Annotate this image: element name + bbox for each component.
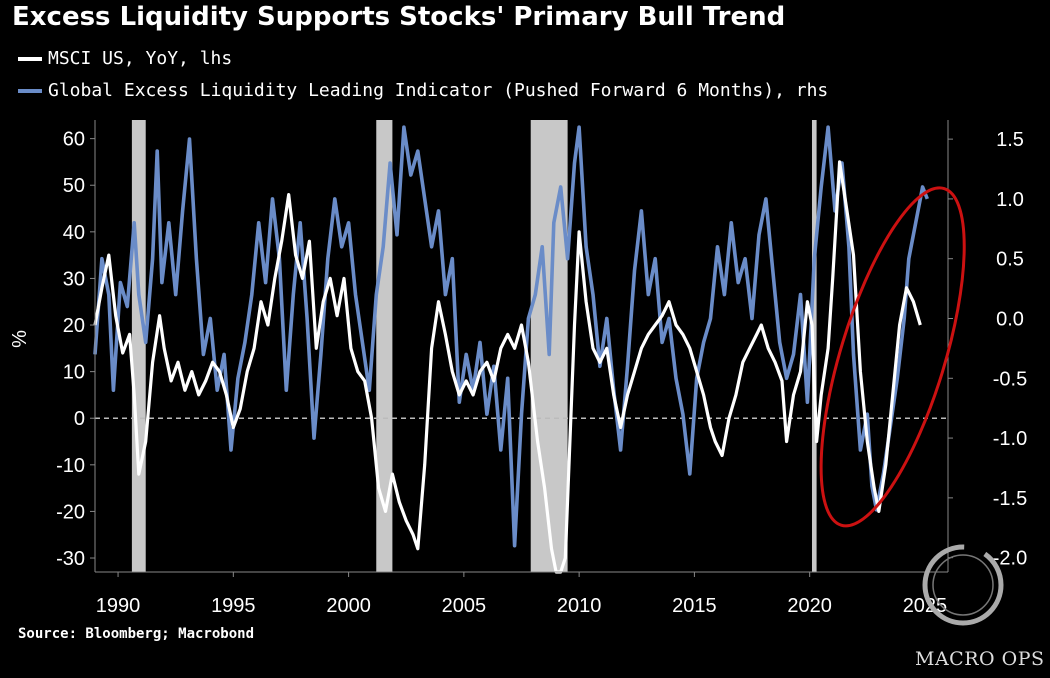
y-right-tick-label: 0.0 bbox=[996, 308, 1024, 330]
y-left-tick-label: 40 bbox=[63, 222, 85, 244]
y-left-tick-label: -10 bbox=[56, 455, 85, 477]
legend-label-msci: MSCI US, YoY, lhs bbox=[48, 48, 233, 69]
x-tick-label: 2010 bbox=[557, 595, 602, 617]
logo-circle bbox=[922, 544, 1004, 626]
y-right-tick-label: 1.0 bbox=[996, 189, 1024, 211]
y-left-tick-label: -20 bbox=[56, 501, 85, 523]
legend-swatch-blue bbox=[18, 88, 42, 93]
tick-labels: 6050403020100-10-20-30%1.51.00.50.0-0.5-… bbox=[9, 129, 1027, 617]
y-left-axis-label: % bbox=[9, 330, 31, 348]
series-line-msci bbox=[93, 160, 922, 574]
y-left-tick-label: 60 bbox=[63, 129, 85, 151]
x-tick-label: 2020 bbox=[787, 595, 832, 617]
highlight-ellipse bbox=[819, 186, 966, 528]
y-right-tick-label: 1.5 bbox=[996, 129, 1024, 151]
legend-swatch-white bbox=[18, 56, 42, 61]
y-right-tick-label: -2.0 bbox=[993, 548, 1027, 570]
y-right-tick-label: 0.5 bbox=[996, 249, 1024, 271]
logo-inner-circle bbox=[932, 554, 994, 616]
y-left-tick-label: 20 bbox=[63, 315, 85, 337]
y-left-tick-label: 0 bbox=[74, 408, 85, 430]
legend-item-liquidity: Global Excess Liquidity Leading Indicato… bbox=[18, 80, 828, 101]
x-tick-label: 2000 bbox=[326, 595, 371, 617]
recession-bands bbox=[131, 120, 817, 572]
recession-band bbox=[131, 120, 146, 572]
y-left-tick-label: 10 bbox=[63, 362, 85, 384]
x-tick-label: 1990 bbox=[96, 595, 141, 617]
legend-label-liquidity: Global Excess Liquidity Leading Indicato… bbox=[48, 80, 829, 101]
legend-item-msci: MSCI US, YoY, lhs bbox=[18, 48, 232, 69]
chart-title: Excess Liquidity Supports Stocks' Primar… bbox=[12, 2, 786, 32]
macro-ops-logo-icon bbox=[922, 544, 1004, 626]
recession-band bbox=[376, 120, 393, 572]
series-line-liquidity bbox=[93, 125, 929, 548]
x-tick-label: 1995 bbox=[211, 595, 256, 617]
x-tick-label: 2005 bbox=[442, 595, 487, 617]
source-note: Source: Bloomberg; Macrobond bbox=[18, 626, 255, 642]
y-right-tick-label: -0.5 bbox=[993, 368, 1027, 390]
watermark-text: MACRO OPS bbox=[915, 648, 1045, 670]
x-tick-label: 2015 bbox=[672, 595, 717, 617]
y-left-tick-label: 50 bbox=[63, 175, 85, 197]
y-left-tick-label: -30 bbox=[56, 548, 85, 570]
series-lines bbox=[93, 125, 929, 574]
y-left-tick-label: 30 bbox=[63, 268, 85, 290]
y-right-tick-label: -1.0 bbox=[993, 428, 1027, 450]
annotations bbox=[819, 186, 966, 528]
axes bbox=[94, 120, 949, 573]
y-right-tick-label: -1.5 bbox=[993, 488, 1027, 510]
